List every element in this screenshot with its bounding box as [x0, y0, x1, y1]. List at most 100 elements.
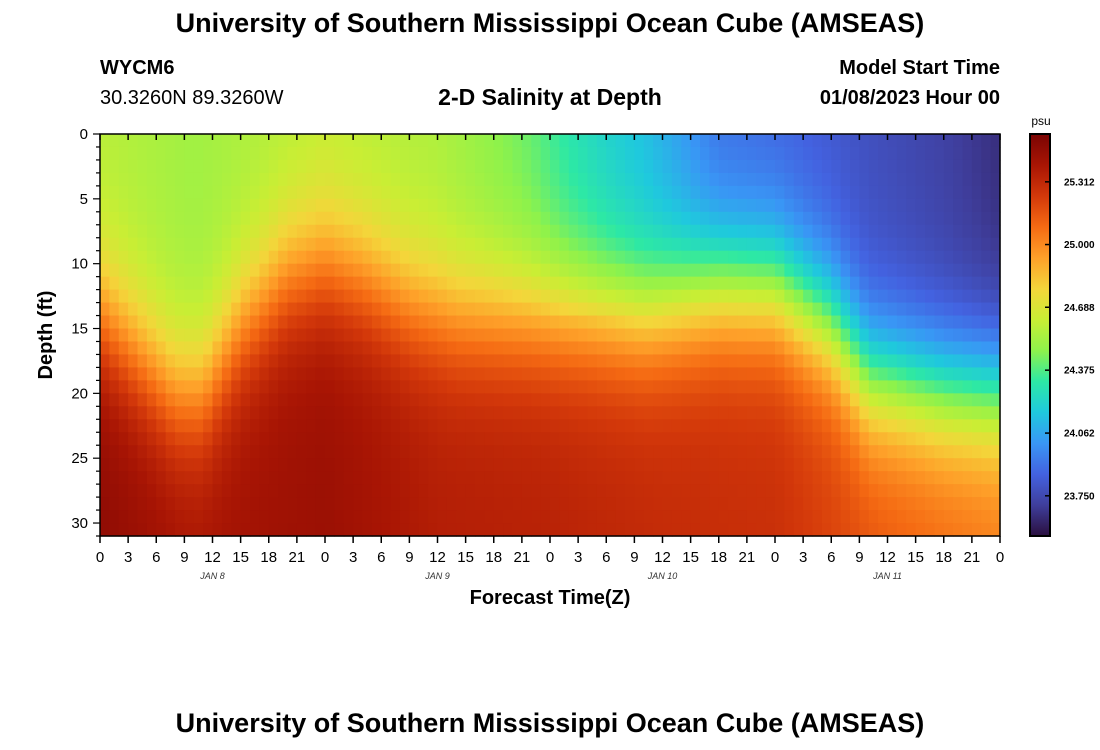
heat-cell [728, 341, 739, 356]
y-tick-label: 10 [71, 256, 88, 273]
heat-cell [184, 237, 195, 252]
heat-cell [653, 263, 664, 278]
heat-cell [681, 471, 692, 485]
heat-cell [850, 354, 860, 369]
heat-cell [625, 185, 635, 200]
heat-cell [137, 146, 148, 161]
heat-cell [353, 237, 364, 252]
heat-cell [343, 445, 354, 459]
heat-cell [990, 211, 1001, 226]
heat-cell [437, 172, 448, 187]
heat-cell [578, 250, 589, 265]
heat-cell [756, 172, 767, 187]
heat-cell [437, 393, 448, 407]
heat-cell [596, 146, 607, 161]
heat-cell [671, 471, 682, 485]
heat-cell [878, 315, 889, 330]
heat-cell [812, 328, 823, 343]
heat-cell [596, 393, 607, 407]
heat-cell [859, 302, 870, 317]
heat-cell [850, 185, 860, 200]
heat-cell [784, 250, 795, 265]
heat-cell [746, 263, 757, 278]
heat-cell [156, 315, 167, 330]
heat-cell [615, 328, 626, 343]
heat-cell [615, 380, 626, 394]
heat-cell [718, 302, 729, 317]
heat-cell [812, 380, 823, 394]
heat-cell [559, 185, 570, 200]
heat-cell [700, 419, 710, 433]
heat-cell [503, 198, 514, 213]
heat-cell [446, 445, 457, 459]
heat-cell [456, 146, 467, 161]
heat-cell [184, 224, 195, 239]
heat-cell [821, 211, 832, 226]
heat-cell [531, 263, 542, 278]
heat-cell [775, 315, 785, 330]
heat-cell [962, 497, 973, 511]
heat-cell [503, 185, 514, 200]
heat-cell [240, 159, 251, 174]
heat-cell [287, 159, 298, 174]
chart-subtitle: 2-D Salinity at Depth [438, 84, 662, 110]
heat-cell [812, 172, 823, 187]
heat-cell [193, 497, 204, 511]
heat-cell [559, 263, 570, 278]
heat-cell [175, 458, 185, 472]
heat-cell [437, 185, 448, 200]
heat-cell [184, 172, 195, 187]
heat-cell [503, 211, 514, 226]
heat-cell [615, 484, 626, 498]
heat-cell [231, 445, 242, 459]
colorbar-tick-label: 24.375 [1064, 366, 1095, 377]
heat-cell [953, 367, 964, 381]
heat-cell [596, 458, 607, 472]
heat-cell [718, 315, 729, 330]
heat-cell [268, 198, 279, 213]
heat-cell [371, 341, 382, 356]
heat-cell [962, 302, 973, 317]
heat-cell [596, 419, 607, 433]
heat-cell [334, 315, 345, 330]
heat-cell [803, 380, 814, 394]
x-tick-label: 21 [964, 549, 981, 566]
heat-cell [175, 406, 185, 420]
heat-cell [165, 432, 176, 446]
footer-title: University of Southern Mississippi Ocean… [175, 708, 925, 738]
heat-cell [334, 211, 345, 226]
heat-cell [671, 393, 682, 407]
heat-cell [100, 263, 110, 278]
heat-cell [784, 406, 795, 420]
heat-cell [287, 523, 298, 537]
x-tick-label: 0 [546, 549, 554, 566]
heat-cell [456, 224, 467, 239]
heat-cell [212, 134, 223, 148]
heat-cell [400, 406, 410, 420]
heat-cell [887, 134, 898, 148]
heat-cell [156, 380, 167, 394]
heat-cell [934, 224, 945, 239]
heat-cell [559, 237, 570, 252]
heat-cell [165, 523, 176, 537]
heat-cell [475, 224, 485, 239]
heat-cell [953, 354, 964, 369]
heat-cell [718, 445, 729, 459]
heat-cell [221, 134, 232, 148]
heat-cell [165, 406, 176, 420]
heat-cell [615, 471, 626, 485]
heat-cell [465, 497, 476, 511]
heat-cell [156, 354, 167, 369]
heat-cell [587, 523, 598, 537]
heat-cell [437, 445, 448, 459]
heat-cell [718, 224, 729, 239]
heat-cell [259, 198, 270, 213]
heat-cell [221, 185, 232, 200]
heat-cell [531, 211, 542, 226]
heat-cell [381, 198, 392, 213]
heat-cell [615, 250, 626, 265]
heat-cell [775, 341, 785, 356]
heat-cell [390, 146, 401, 161]
heat-cell [587, 354, 598, 369]
heat-cell [765, 445, 776, 459]
